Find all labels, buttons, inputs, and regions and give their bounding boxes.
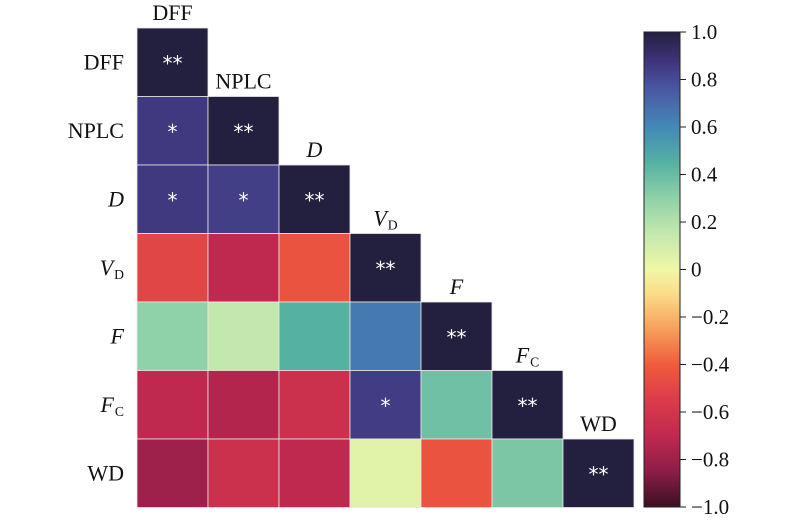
heatmap-cell-r3-c2	[278, 233, 351, 303]
heatmap-cell-r5-c4	[420, 370, 493, 440]
row-label-0: DFF	[84, 49, 124, 74]
row-label-1: NPLC	[68, 118, 124, 143]
colorbar-tick-label-5: 0	[691, 258, 702, 282]
heatmap-cell-r2-c2	[278, 164, 351, 234]
colorbar-tick-label-4: 0.2	[691, 210, 717, 234]
row-label-3: VD	[100, 255, 124, 282]
heatmap-cell-r4-c3	[349, 301, 422, 371]
column-label-4-main: F	[449, 274, 464, 299]
column-label-1: NPLC	[215, 69, 271, 94]
row-label-4: F	[110, 323, 125, 348]
heatmap-cell-r5-c0	[136, 370, 209, 440]
heatmap-cell-r6-c0	[136, 438, 209, 508]
heatmap-cell-r6-c2	[278, 438, 351, 508]
heatmap-cell-r4-c1	[207, 301, 280, 371]
significance-mark-r1-c0: *	[168, 120, 178, 144]
significance-mark-r0-c0: **	[163, 51, 183, 75]
heatmap-cell-r5-c2	[278, 370, 351, 440]
colorbar-tick-label-9: −0.8	[691, 448, 729, 472]
colorbar-tick-label-8: −0.6	[691, 400, 729, 424]
heatmap-cell-r4-c0	[136, 301, 209, 371]
colorbar-tick-label-2: 0.6	[691, 115, 717, 139]
heatmap-cell-r6-c5	[491, 438, 564, 508]
heatmap-cell-r1-c0	[136, 96, 209, 166]
column-label-6-main: WD	[580, 411, 617, 436]
column-label-0-main: DFF	[152, 0, 192, 25]
row-label-5: FC	[99, 392, 124, 419]
heatmap-cell-r3-c0	[136, 233, 209, 303]
column-label-2-main: D	[306, 137, 323, 162]
significance-mark-r4-c4: **	[447, 325, 467, 349]
heatmap-cell-r6-c1	[207, 438, 280, 508]
row-label-5-subscript: C	[115, 403, 124, 418]
significance-mark-r2-c0: *	[168, 188, 178, 212]
heatmap-cell-r1-c1	[207, 96, 280, 166]
heatmap-cell-r0-c0	[136, 27, 209, 97]
heatmap-cell-r4-c2	[278, 301, 351, 371]
row-label-6: WD	[87, 460, 124, 485]
column-label-6: WD	[580, 411, 617, 436]
column-label-3-main: V	[373, 206, 389, 231]
significance-mark-r1-c1: **	[234, 120, 254, 144]
colorbar-tick-label-0: 1.0	[691, 20, 717, 44]
row-label-4-main: F	[110, 323, 125, 348]
row-label-1-main: NPLC	[68, 118, 124, 143]
column-label-0: DFF	[152, 0, 192, 25]
heatmap-cell-r5-c1	[207, 370, 280, 440]
heatmap-cell-r6-c3	[349, 438, 422, 508]
column-label-3-subscript: D	[388, 217, 398, 232]
column-label-5-main: F	[515, 343, 530, 368]
colorbar: 1.0 0.8 0.6 0.4 0.2 0 −0.2 −0.4 −0.6 −0.8 −1.0	[643, 20, 730, 519]
heatmap-cell-r2-c1	[207, 164, 280, 234]
significance-mark-r6-c6: **	[589, 462, 609, 486]
significance-mark-r5-c5: **	[518, 394, 538, 418]
heatmap-cell-r3-c1	[207, 233, 280, 303]
column-label-4: F	[449, 274, 464, 299]
colorbar-tick-label-6: −0.2	[691, 305, 729, 329]
heatmap-cell-r6-c4	[420, 438, 493, 508]
significance-mark-r2-c2: **	[305, 188, 325, 212]
colorbar-tick-label-7: −0.4	[691, 353, 730, 377]
row-label-3-subscript: D	[114, 266, 124, 281]
significance-mark-r2-c1: *	[239, 188, 249, 212]
heatmap-cell-r4-c4	[420, 301, 493, 371]
colorbar-tick-label-10: −1.0	[691, 495, 729, 519]
row-label-6-main: WD	[87, 460, 124, 485]
heatmap-cell-r6-c6	[562, 438, 635, 508]
heatmap-cell-r2-c0	[136, 164, 209, 234]
row-label-2-main: D	[107, 186, 124, 211]
column-label-1-main: NPLC	[215, 69, 271, 94]
column-label-5-subscript: C	[530, 354, 539, 369]
row-label-2: D	[107, 186, 124, 211]
column-label-2: D	[306, 137, 323, 162]
colorbar-gradient	[643, 31, 681, 508]
heatmap-cells: *** *** * ******* ****	[136, 27, 635, 508]
row-label-5-main: F	[99, 392, 114, 417]
row-label-3-main: V	[100, 255, 116, 280]
significance-mark-r5-c3: *	[381, 394, 391, 418]
column-label-3: VD	[373, 206, 397, 233]
colorbar-tick-label-3: 0.4	[691, 163, 718, 187]
row-label-0-main: DFF	[84, 49, 124, 74]
column-label-5: FC	[515, 343, 540, 370]
heatmap-cell-r5-c5	[491, 370, 564, 440]
significance-mark-r3-c3: **	[376, 257, 396, 281]
colorbar-tick-label-1: 0.8	[691, 68, 717, 92]
